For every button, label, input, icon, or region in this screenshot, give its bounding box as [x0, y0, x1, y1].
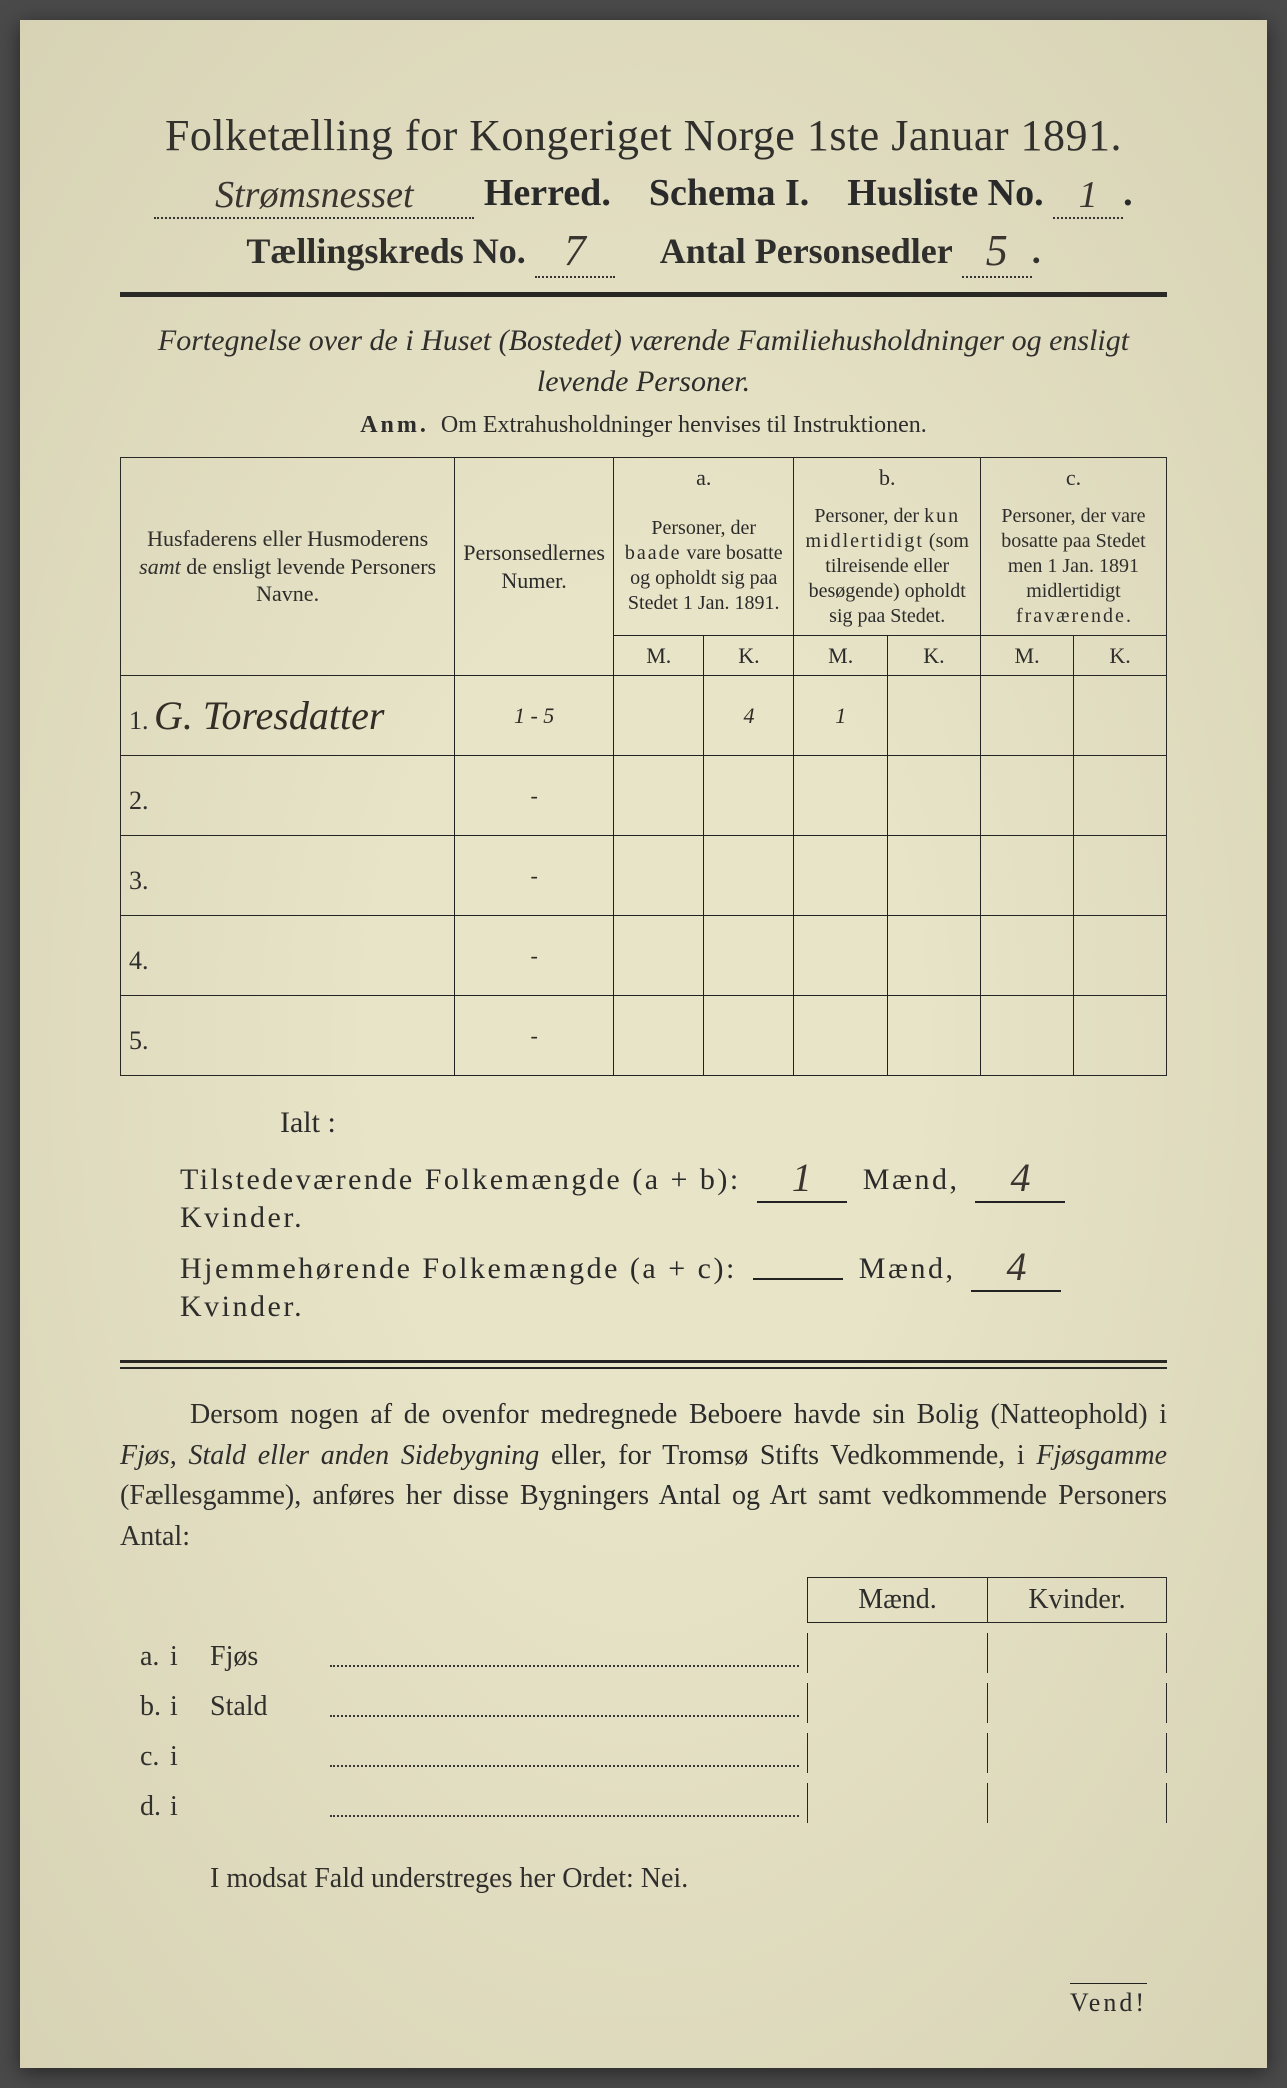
- mk-header: Mænd. Kvinder.: [120, 1577, 1167, 1623]
- col-a-m: M.: [614, 635, 704, 676]
- antal-label: Antal Personsedler: [660, 231, 953, 271]
- table-row: 3. -: [121, 836, 1167, 916]
- divider: [120, 292, 1167, 297]
- anm-lead: Anm.: [360, 412, 429, 438]
- col-a-k: K.: [704, 635, 794, 676]
- building-row: b.iStald: [120, 1683, 1167, 1723]
- col-header-name: Husfaderens eller Husmoderens samt de en…: [121, 458, 455, 676]
- divider: [120, 1360, 1167, 1363]
- kreds-value: 7: [535, 225, 615, 278]
- maend-col-header: Mænd.: [807, 1577, 987, 1623]
- nei-line: I modsat Fald understreges her Ordet: Ne…: [210, 1863, 1167, 1895]
- census-form-page: Folketælling for Kongeriget Norge 1ste J…: [20, 20, 1267, 2068]
- col-header-numer: Personsedlernes Numer.: [455, 458, 614, 676]
- schema-label: Schema I.: [649, 172, 809, 214]
- anm-text: Om Extrahusholdninger henvises til Instr…: [441, 412, 927, 438]
- t1-label: Tilstedeværende Folkemængde (a + b):: [180, 1163, 741, 1196]
- t2-label: Hjemmehørende Folkemængde (a + c):: [180, 1252, 737, 1285]
- t1-kvinder: 4: [975, 1154, 1065, 1203]
- page-title: Folketælling for Kongeriget Norge 1ste J…: [120, 110, 1167, 161]
- table-row: 5. -: [121, 996, 1167, 1076]
- building-row: d.i: [120, 1783, 1167, 1823]
- col-header-a-label: a.: [614, 458, 794, 498]
- husliste-value: 1: [1053, 173, 1123, 219]
- totals-line-2: Hjemmehørende Folkemængde (a + c): Mænd,…: [180, 1241, 1167, 1324]
- t2-kvinder: 4: [971, 1243, 1061, 1292]
- herred-label: Herred.: [484, 172, 611, 214]
- census-table: Husfaderens eller Husmoderens samt de en…: [120, 457, 1167, 1076]
- building-row: a.iFjøs: [120, 1633, 1167, 1673]
- totals-line-1: Tilstedeværende Folkemængde (a + b): 1 M…: [180, 1152, 1167, 1235]
- subtitle: Fortegnelse over de i Huset (Bostedet) v…: [120, 321, 1167, 402]
- table-row: 4. -: [121, 916, 1167, 996]
- col-b-m: M.: [794, 635, 887, 676]
- t1-maend: 1: [757, 1154, 847, 1203]
- col-header-b-text: Personer, der kun midlertidigt (som tilr…: [794, 498, 980, 636]
- col-c-m: M.: [980, 635, 1073, 676]
- col-b-k: K.: [887, 635, 980, 676]
- col-header-c-label: c.: [980, 458, 1166, 498]
- t2-maend: [753, 1278, 843, 1280]
- col-header-a-text: Personer, der baade vare bosatte og opho…: [614, 498, 794, 636]
- ialt-label: Ialt :: [280, 1106, 1167, 1140]
- husliste-label: Husliste No.: [847, 172, 1043, 214]
- vend-label: Vend!: [1070, 1983, 1147, 2018]
- divider: [120, 1367, 1167, 1369]
- kvinder-col-header: Kvinder.: [987, 1577, 1167, 1623]
- kreds-label: Tællingskreds No.: [246, 231, 525, 271]
- building-row: c.i: [120, 1733, 1167, 1773]
- header-line-3: Tællingskreds No. 7 Antal Personsedler 5…: [120, 223, 1167, 276]
- col-c-k: K.: [1074, 635, 1167, 676]
- annotation-line: Anm. Om Extrahusholdninger henvises til …: [120, 412, 1167, 439]
- col-header-c-text: Personer, der vare bosatte paa Stedet me…: [980, 498, 1166, 636]
- herred-value: Strømsnesset: [154, 173, 474, 219]
- table-row: 2. -: [121, 756, 1167, 836]
- paragraph-bolig: Dersom nogen af de ovenfor medregnede Be…: [120, 1395, 1167, 1557]
- table-row: 1. G. Toresdatter1 - 541: [121, 676, 1167, 756]
- antal-value: 5: [962, 225, 1032, 278]
- col-header-b-label: b.: [794, 458, 980, 498]
- header-line-2: Strømsnesset Herred. Schema I. Husliste …: [120, 171, 1167, 217]
